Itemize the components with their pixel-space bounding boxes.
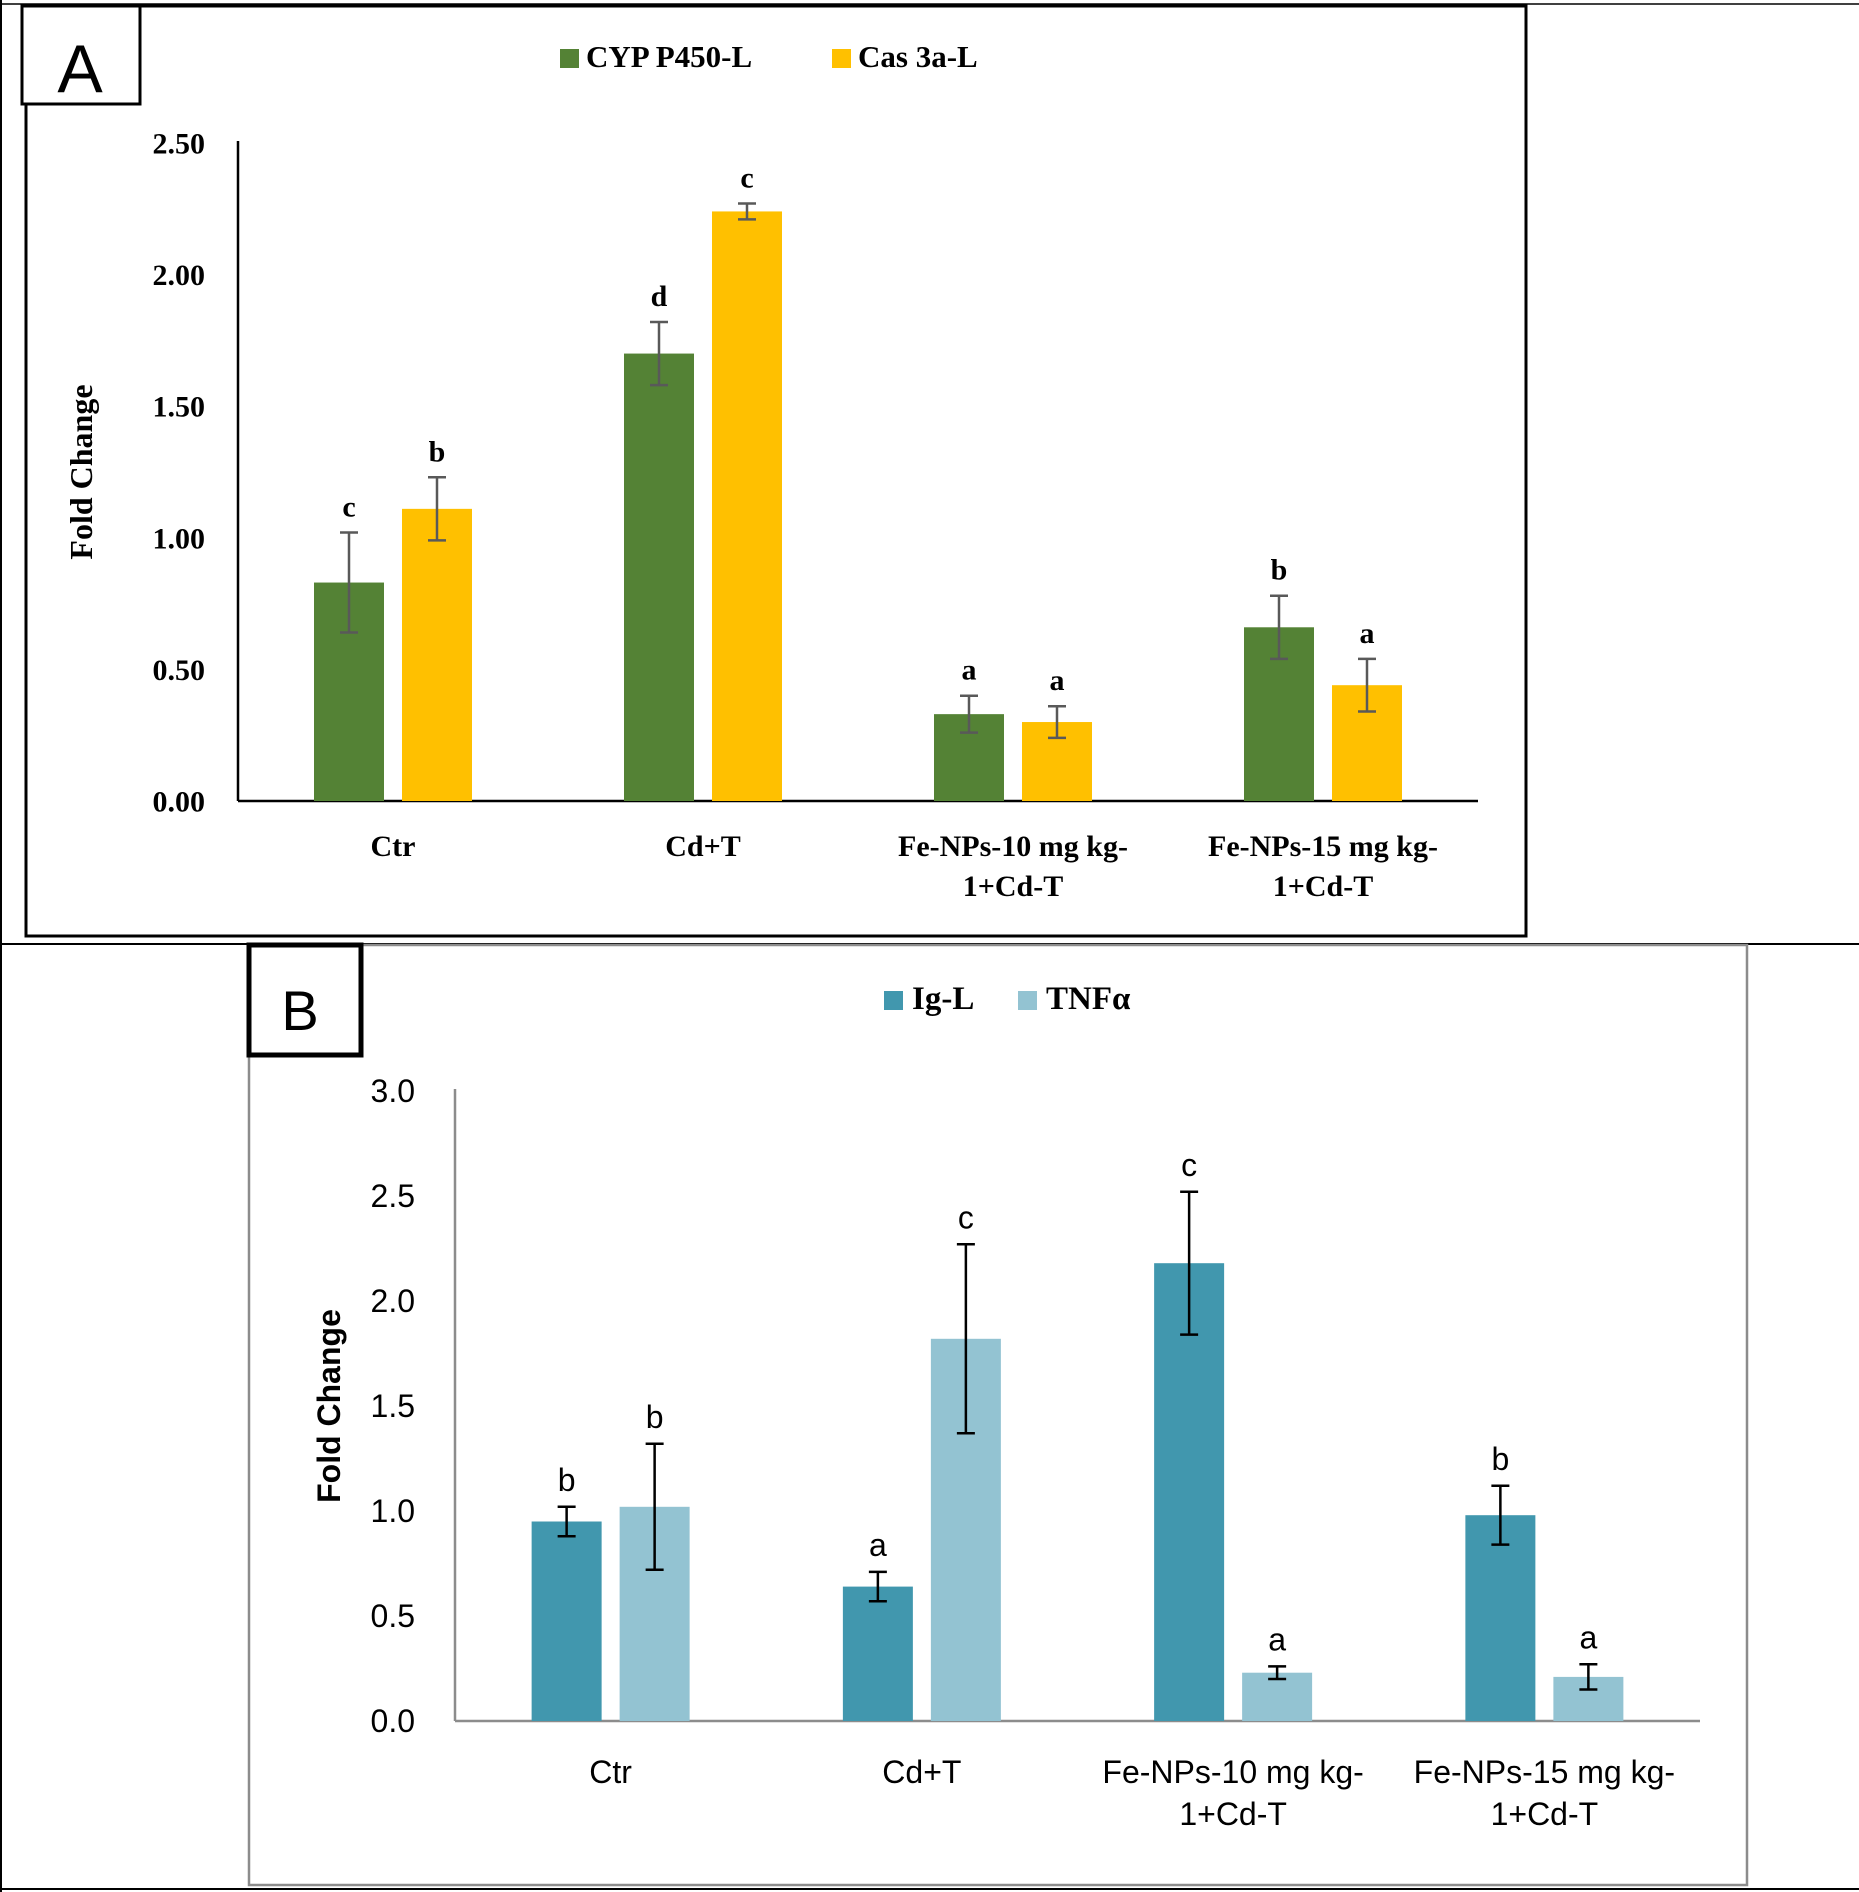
legend-label-1: Ig-L [912, 981, 974, 1017]
panel-a-frame [24, 4, 1528, 938]
significance-letter: c [958, 1199, 974, 1235]
significance-letter: c [740, 162, 753, 195]
y-tick-label: 2.50 [153, 128, 206, 161]
y-tick-label: 3.0 [371, 1073, 415, 1109]
y-tick-label: 0.00 [153, 786, 206, 819]
y-tick-label: 0.5 [371, 1598, 415, 1634]
x-category-label: Fe-NPs-15 mg kg- [1208, 830, 1438, 863]
legend-label-1: CYP P450-L [586, 39, 752, 74]
panel-b-chart: B 0.0 0.5 1.0 1.5 2.0 2.5 3.0 Fold Change Ig-L TNF… [246, 942, 1700, 1832]
y-tick-label: 1.50 [153, 391, 206, 424]
panel-b-label: B [281, 979, 318, 1042]
x-category-label: 1+Cd-T [1491, 1796, 1599, 1832]
panel-b-frame [247, 943, 1749, 1887]
significance-letter: a [962, 654, 977, 687]
significance-letter: d [651, 280, 668, 313]
significance-letter: c [1181, 1147, 1197, 1183]
x-category-label: Fe-NPs-10 mg kg- [898, 830, 1128, 863]
x-category-label: 1+Cd-T [1179, 1796, 1287, 1832]
y-tick-label: 2.00 [153, 259, 206, 292]
y-axis-title: Fold Change [63, 384, 99, 559]
legend-swatch-2 [832, 49, 851, 68]
significance-letter: a [1268, 1621, 1286, 1657]
panel-a-label-box [20, 4, 142, 106]
panel-b-label-box [246, 942, 364, 1058]
y-tick-label: 1.5 [371, 1388, 415, 1424]
x-category-label: Ctr [371, 830, 416, 863]
bar-tnf--3 [1242, 1672, 1313, 1721]
significance-letter: b [1271, 554, 1288, 587]
y-tick-label: 0.50 [153, 654, 206, 687]
x-category-label: Fe-NPs-10 mg kg- [1102, 1754, 1363, 1790]
x-category-label: Cd+T [882, 1754, 961, 1790]
panel-a-chart: A 0.00 0.50 1.00 1.50 2.00 2.50 Fold Change CYP … [20, 4, 1478, 903]
bar-cas-3a-l-1 [402, 508, 472, 801]
significance-letter: c [342, 491, 355, 524]
significance-letter: a [869, 1527, 887, 1563]
significance-letter: b [646, 1399, 664, 1435]
significance-letter: a [1360, 617, 1375, 650]
x-category-label: 1+Cd-T [963, 870, 1063, 903]
legend-label-2: Cas 3a-L [858, 39, 978, 74]
x-category-label: Cd+T [665, 830, 740, 863]
legend-label-2: TNFα [1046, 981, 1131, 1017]
significance-letter: b [558, 1462, 576, 1498]
y-axis-title: Fold Change [311, 1309, 347, 1503]
bar-cyp-p450-l-2 [624, 353, 694, 801]
legend-swatch-2 [1018, 991, 1037, 1010]
significance-letter: b [1491, 1441, 1509, 1477]
legend-swatch-1 [560, 49, 579, 68]
y-tick-label: 1.0 [371, 1493, 415, 1529]
y-tick-label: 1.00 [153, 522, 206, 555]
significance-letter: a [1579, 1619, 1597, 1655]
bar-cas-3a-l-2 [712, 211, 782, 801]
bar-ig-l-4 [1465, 1515, 1536, 1721]
x-category-label: Fe-NPs-15 mg kg- [1414, 1754, 1675, 1790]
significance-letter: b [429, 435, 446, 468]
panel-a-label: A [57, 31, 103, 107]
bar-ig-l-1 [531, 1521, 602, 1721]
significance-letter: a [1050, 664, 1065, 697]
x-category-label: 1+Cd-T [1273, 870, 1373, 903]
legend-swatch-1 [884, 991, 903, 1010]
y-tick-label: 0.0 [371, 1703, 415, 1739]
bar-ig-l-3 [1154, 1263, 1225, 1721]
y-tick-label: 2.5 [371, 1178, 415, 1214]
bar-ig-l-2 [842, 1586, 913, 1721]
y-tick-label: 2.0 [371, 1283, 415, 1319]
x-category-label: Ctr [589, 1754, 632, 1790]
